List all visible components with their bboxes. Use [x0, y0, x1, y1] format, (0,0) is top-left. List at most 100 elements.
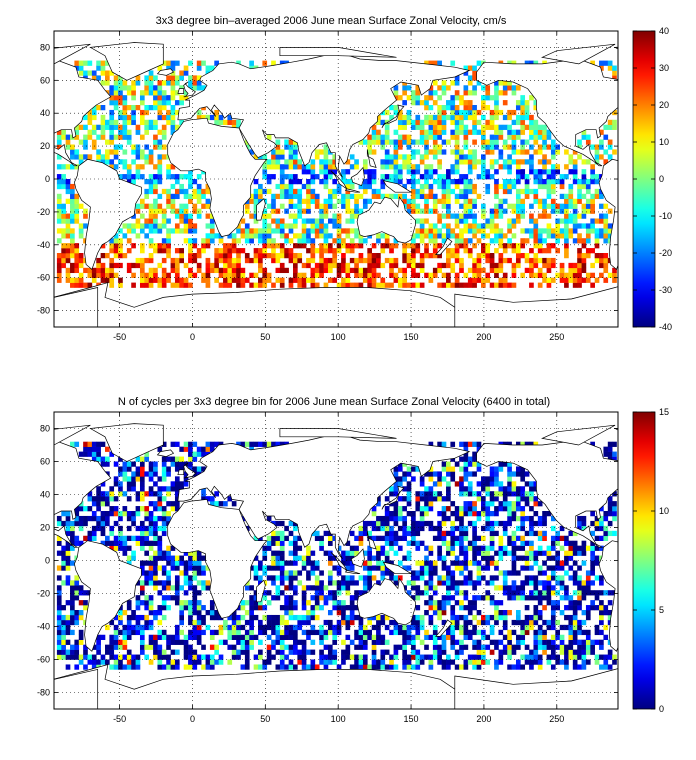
landmass [435, 237, 453, 255]
bin-cell [166, 218, 171, 224]
bin-cell [341, 257, 346, 264]
bin-cell [332, 179, 338, 185]
bin-cell [555, 590, 560, 596]
bin-cell [402, 253, 407, 259]
bin-cell [485, 95, 491, 101]
bin-cell [599, 605, 604, 611]
bin-cell [581, 129, 587, 135]
bin-cell [472, 262, 477, 269]
bin-cell [275, 595, 281, 601]
bin-cell [393, 629, 399, 636]
bin-cell [467, 75, 473, 81]
bin-cell [201, 654, 206, 660]
colorbar-tick-label: 40 [659, 26, 669, 36]
bin-cell [170, 486, 176, 492]
bin-cell [550, 600, 556, 606]
bin-cell [262, 605, 268, 611]
bin-cell [310, 610, 316, 616]
bin-cell [271, 238, 276, 244]
bin-cell [454, 614, 460, 621]
bin-cell [275, 629, 281, 636]
bin-cell [113, 75, 119, 81]
bin-cell [542, 520, 547, 527]
bin-cell [402, 243, 407, 249]
bin-cell [332, 555, 338, 561]
bin-cell [126, 605, 132, 611]
bin-cell [411, 198, 416, 204]
bin-cell [131, 174, 136, 180]
bin-cell [148, 75, 154, 81]
bin-cell [380, 233, 386, 239]
bin-cell [319, 659, 324, 665]
bin-cell [135, 154, 141, 160]
bin-cell [231, 501, 237, 507]
bin-cell [389, 154, 394, 160]
bin-cell [205, 277, 211, 283]
bin-cell [406, 208, 412, 214]
bin-cell [572, 629, 578, 636]
bin-cell [70, 540, 75, 546]
bin-cell [323, 550, 329, 556]
bin-cell [599, 619, 604, 626]
bin-cell [393, 501, 399, 507]
bin-cell [533, 629, 539, 636]
bin-cell [415, 545, 421, 551]
bin-cell [393, 476, 399, 482]
bin-cell [293, 223, 298, 229]
bin-cell [424, 179, 429, 185]
bin-cell [266, 174, 272, 180]
bin-cell [384, 129, 390, 135]
bin-cell [367, 198, 372, 204]
bin-cell [581, 277, 587, 283]
bin-cell [411, 169, 416, 175]
bin-cell [389, 248, 394, 254]
bin-cell [157, 248, 163, 254]
bin-cell [131, 223, 136, 229]
bin-cell [118, 80, 123, 86]
bin-cell [533, 575, 539, 581]
bin-cell [332, 624, 338, 631]
bin-cell [450, 228, 456, 234]
bin-cell [205, 65, 211, 71]
bin-cell [78, 634, 84, 640]
bin-cell [467, 248, 473, 254]
bin-cell [153, 267, 158, 274]
bin-cell [192, 550, 198, 556]
bin-cell [310, 565, 316, 571]
bin-cell [380, 262, 386, 269]
bin-cell [279, 169, 285, 175]
bin-cell [568, 545, 574, 551]
bin-cell [284, 560, 289, 566]
bin-cell [454, 590, 460, 596]
bin-cell [402, 515, 407, 522]
bin-cell [288, 614, 294, 621]
bin-cell [118, 540, 123, 546]
bin-cell [511, 262, 517, 269]
bin-cell [502, 282, 508, 288]
bin-cell [441, 560, 447, 566]
bin-cell [139, 644, 145, 650]
bin-cell [358, 624, 364, 631]
bin-cell [393, 506, 399, 512]
bin-cell [432, 90, 438, 96]
bin-cell [450, 639, 456, 645]
bin-cell [144, 605, 150, 611]
bin-cell [498, 262, 504, 269]
bin-cell [380, 174, 386, 180]
bin-cell [61, 218, 66, 224]
bin-cell [515, 164, 521, 170]
bin-cell [476, 560, 482, 566]
bin-cell [572, 654, 578, 660]
bin-cell [437, 550, 442, 556]
bin-cell [214, 659, 219, 665]
bin-cell [275, 614, 281, 621]
bin-cell [371, 149, 377, 155]
bin-cell [284, 174, 289, 180]
bin-cell [411, 272, 416, 278]
bin-cell [65, 624, 71, 631]
bin-cell [511, 486, 517, 492]
bin-cell [419, 570, 425, 576]
bin-cell [481, 129, 486, 135]
bin-cell [301, 595, 307, 601]
bin-cell [437, 496, 442, 502]
